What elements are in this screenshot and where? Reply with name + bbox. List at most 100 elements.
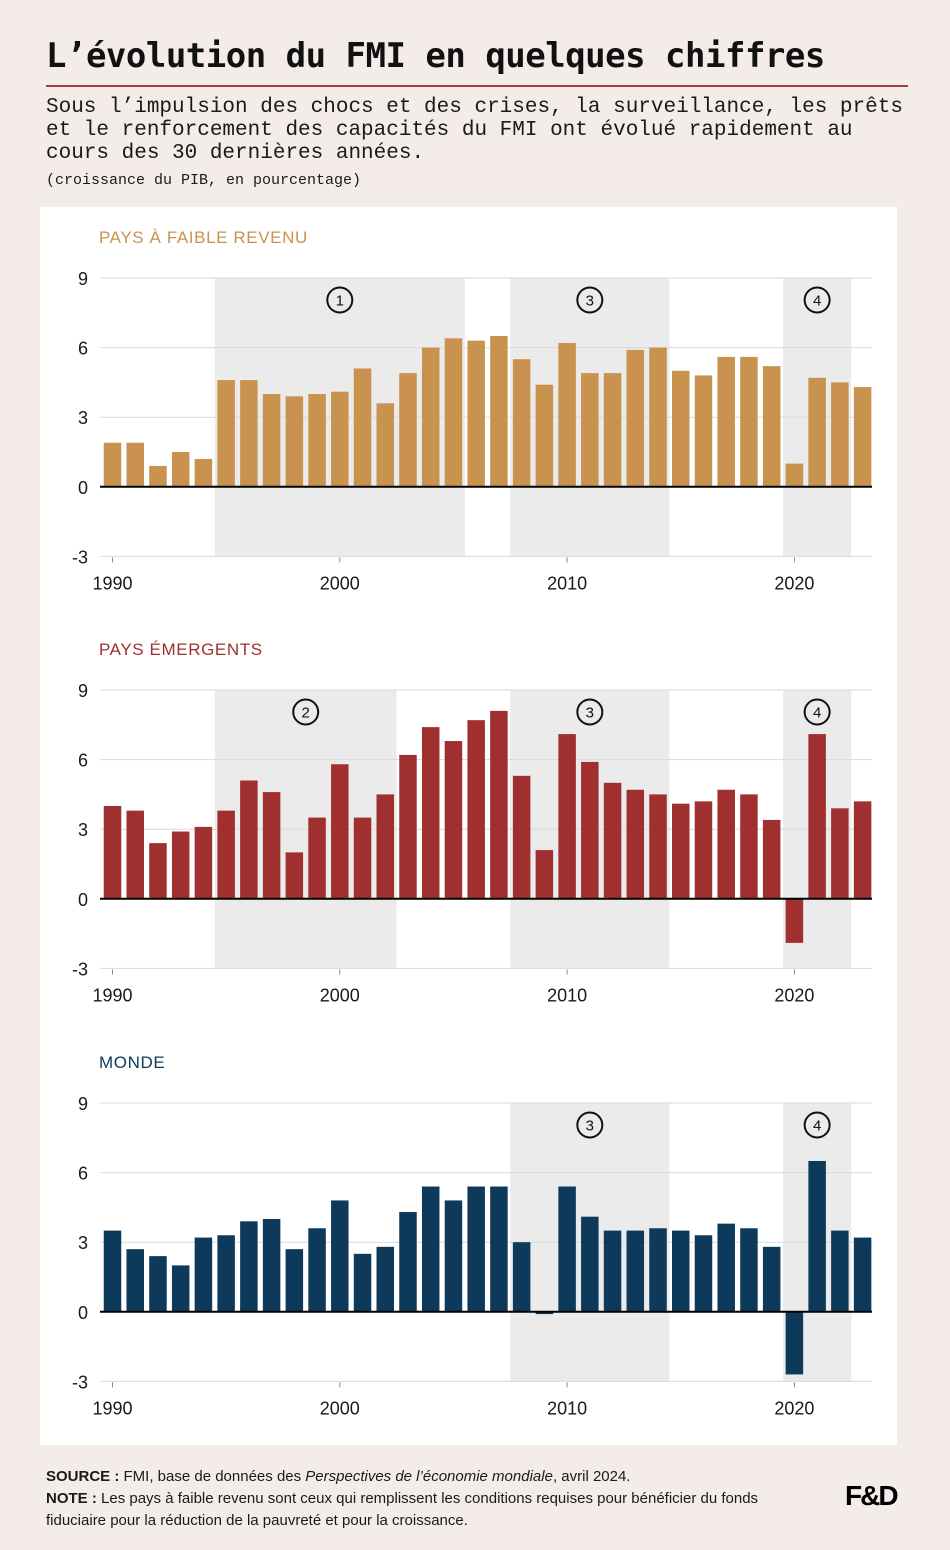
x-tick-label: 2000 [320,573,360,593]
bar-2012 [603,373,622,487]
bar-2017 [717,356,735,487]
y-tick-label: 3 [78,408,88,428]
x-tick-label: 2020 [774,985,814,1005]
bar-1996 [240,380,258,487]
y-tick-label: 6 [78,339,88,359]
bar-2009 [535,384,554,487]
title-divider [46,85,908,87]
bar-2003 [399,754,417,899]
bar-2006 [467,1186,485,1312]
bar-1997 [262,1219,281,1312]
bar-2015 [672,1230,690,1312]
bar-2011 [581,373,599,487]
bar-2023 [853,387,872,487]
bar-2013 [626,1230,645,1312]
bar-1992 [149,843,167,899]
bar-1996 [240,780,258,899]
bar-2001 [353,1253,372,1312]
note-label: NOTE : [46,1490,97,1507]
x-tick-label: 1990 [92,985,132,1005]
bar-2013 [626,349,645,487]
bar-2002 [376,1246,395,1312]
source-text-after: , avril 2024. [552,1468,631,1485]
bar-1992 [149,1256,167,1312]
bar-2006 [467,340,485,487]
y-tick-label: 9 [78,269,88,289]
period-marker-circle [326,286,354,314]
bar-2000 [331,764,349,899]
bar-1993 [171,1265,190,1312]
bar-2014 [649,347,667,487]
bar-2000 [331,391,349,487]
bar-2004 [421,727,440,899]
bar-2022 [831,808,849,899]
source-text-before: FMI, base de données des [119,1468,306,1485]
bar-1998 [285,396,304,487]
period-marker-label: 2 [302,705,310,722]
period-marker-circle [803,286,831,314]
x-tick-label: 2010 [547,1398,587,1418]
bar-2005 [444,338,463,487]
y-tick-label: -3 [72,1372,88,1392]
source-line: SOURCE : FMI, base de données des Perspe… [46,1466,806,1488]
bar-2023 [853,1237,872,1312]
note-line: NOTE : Les pays à faible revenu sont ceu… [46,1488,806,1532]
bar-2015 [672,370,690,487]
fd-logo: F&D [845,1480,899,1511]
bar-2000 [331,1200,349,1312]
bar-2019 [762,819,781,899]
bar-2007 [490,1186,508,1312]
bar-1992 [149,465,167,487]
period-marker-label: 1 [336,293,344,310]
bar-1997 [262,792,281,899]
bar-2009 [535,850,554,899]
source-publication: Perspectives de l’économie mondiale [305,1468,553,1485]
bar-2020 [785,1311,804,1375]
period-marker-label: 4 [813,1118,821,1135]
x-tick-label: 1990 [92,573,132,593]
panel-title: PAYS ÉMERGENTS [99,640,263,659]
bar-1991 [126,810,144,899]
bar-1995 [217,1235,235,1312]
bar-1994 [194,458,213,487]
y-tick-label: 0 [78,890,88,910]
page-title: L’évolution du FMI en quelques chiffres [46,36,825,76]
bar-1994 [194,1237,213,1312]
bar-2019 [762,1246,781,1312]
period-marker-label: 3 [586,293,594,310]
bar-2001 [353,368,372,487]
bar-2021 [808,1161,826,1312]
bar-2020 [785,898,804,943]
bar-2021 [808,734,826,899]
bar-2017 [717,789,735,899]
bar-2007 [490,710,508,899]
period-marker-circle [803,698,831,726]
panel-title: MONDE [99,1053,165,1072]
period-marker-label: 4 [813,705,821,722]
bar-2007 [490,336,508,487]
bar-2014 [649,1228,667,1312]
y-tick-label: 6 [78,1164,88,1184]
bar-2010 [558,1186,576,1312]
bar-1996 [240,1221,258,1312]
bar-2008 [512,1242,531,1312]
bar-2004 [421,347,440,487]
x-tick-label: 2020 [774,573,814,593]
bar-2014 [649,794,667,899]
period-marker-label: 3 [586,705,594,722]
bar-1991 [126,1249,144,1312]
bar-2006 [467,720,485,899]
bar-2002 [376,794,395,899]
x-tick-label: 2020 [774,1398,814,1418]
unit-note: (croissance du PIB, en pourcentage) [46,172,362,189]
bar-1999 [308,1228,326,1312]
y-tick-label: 3 [78,1233,88,1253]
panel-title: PAYS À FAIBLE REVENU [99,228,308,247]
bar-2018 [740,1228,758,1312]
y-tick-label: 0 [78,478,88,498]
x-tick-label: 2000 [320,1398,360,1418]
bar-1993 [171,831,190,899]
bar-1994 [194,826,213,899]
